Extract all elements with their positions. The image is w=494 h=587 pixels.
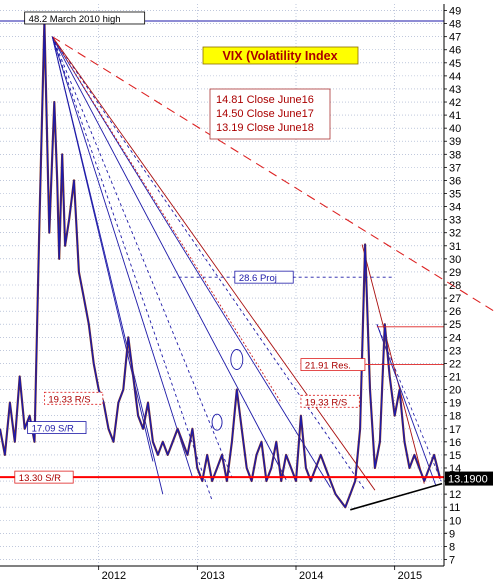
y-tick-label: 43	[449, 84, 461, 96]
y-tick-label: 47	[449, 32, 461, 44]
fan-line	[51, 36, 366, 491]
fan-line	[51, 36, 287, 480]
y-tick-label: 36	[449, 175, 461, 187]
last-value-text: 13.1900	[448, 474, 488, 486]
y-tick-label: 20	[449, 385, 461, 397]
y-tick-label: 7	[449, 554, 455, 566]
y-tick-label: 12	[449, 489, 461, 501]
y-tick-label: 32	[449, 228, 461, 240]
close-note: 13.19 Close June18	[216, 122, 314, 134]
label-proj: 28.6 Proj	[234, 270, 294, 284]
y-tick-label: 30	[449, 254, 461, 266]
annotations: 48.2 March 2010 high 28.6 Proj 21.91 Res. 1…	[0, 11, 444, 484]
close-notes-box	[209, 88, 331, 140]
fan-line	[51, 36, 193, 478]
annotation-box	[24, 11, 146, 25]
y-tick-label: 44	[449, 71, 461, 83]
y-tick-label: 11	[449, 502, 460, 514]
annotation-text: 21.91 Res.	[305, 361, 351, 372]
y-tick-label: 29	[449, 267, 461, 279]
long-trend-line	[52, 36, 494, 312]
y-tick-label: 23	[449, 345, 461, 357]
y-tick-label: 18	[449, 411, 461, 423]
x-tick-label: 2014	[299, 570, 323, 582]
y-tick-label: 45	[449, 58, 461, 70]
highlight-ellipse	[230, 349, 244, 370]
fan-line	[51, 36, 213, 501]
y-tick-label: 26	[449, 306, 461, 318]
annotation-text: 13.30 S/R	[19, 473, 61, 484]
fan-line	[51, 36, 233, 478]
y-tick-label: 27	[449, 293, 461, 305]
annotation-text: 19.33 R/S	[48, 394, 90, 405]
fan-line	[51, 36, 331, 488]
close-notes: 14.81 Close June16 14.50 Close June17 13.1…	[209, 88, 331, 140]
title-box	[202, 46, 359, 65]
price-line	[0, 20, 441, 508]
y-tick-label: 21	[449, 371, 461, 383]
y-tick-label: 34	[449, 202, 461, 214]
x-tick-label: 2015	[398, 570, 422, 582]
annotation-box	[27, 421, 87, 434]
last-value-box	[445, 471, 493, 486]
last-value-tag: 13.1900	[445, 471, 493, 486]
chart-title: VIX (Volatility Index	[202, 46, 359, 65]
rising-support-line	[350, 482, 443, 511]
label-sr-1330: 13.30 S/R	[14, 470, 74, 484]
label-res: 21.91 Res.	[300, 358, 366, 372]
y-tick-label: 24	[449, 332, 461, 344]
y-tick-label: 41	[449, 110, 461, 122]
y-tick-label: 8	[449, 541, 455, 553]
y-tick-label: 39	[449, 136, 461, 148]
annotation-text: 48.2 March 2010 high	[29, 14, 121, 25]
y-tick-label: 33	[449, 215, 461, 227]
annotation-box	[300, 358, 366, 371]
y-tick-label: 35	[449, 189, 461, 201]
annotation-text: 19.33 R/S	[305, 397, 347, 408]
y-tick-label: 10	[449, 515, 461, 527]
annotation-box	[300, 394, 360, 408]
y-tick-label: 38	[449, 149, 461, 161]
y-tick-label: 9	[449, 528, 455, 540]
highlight-ellipse	[211, 413, 223, 431]
y-tick-label: 17	[449, 424, 461, 436]
y-tick-label: 28	[449, 280, 461, 292]
x-tick-label: 2013	[200, 570, 224, 582]
annotation-text: 17.09 S/R	[32, 424, 74, 435]
y-tick-label: 31	[449, 241, 461, 253]
price-series	[0, 19, 442, 509]
title-text: VIX (Volatility Index	[222, 49, 337, 63]
y-tick-label: 49	[449, 6, 461, 18]
close-note: 14.50 Close June17	[216, 108, 314, 120]
y-tick-label: 40	[449, 123, 461, 135]
y-tick-label: 48	[449, 19, 461, 31]
y-tick-label: 22	[449, 358, 461, 370]
annotation-box	[14, 470, 74, 484]
label-sr-1709: 17.09 S/R	[27, 421, 87, 435]
fan-line	[51, 36, 376, 491]
x-tick-label: 2012	[102, 570, 126, 582]
y-tick-label: 15	[449, 450, 461, 462]
annotation-box	[234, 270, 294, 284]
spike-fan-line	[376, 324, 442, 482]
label-march-high: 48.2 March 2010 high	[24, 11, 146, 25]
label-rs-left: 19.33 R/S	[44, 391, 104, 405]
annotation-text: 28.6 Proj	[239, 273, 277, 284]
y-tick-label: 25	[449, 319, 461, 331]
y-tick-label: 16	[449, 437, 461, 449]
y-tick-label: 46	[449, 45, 461, 57]
y-tick-label: 19	[449, 398, 461, 410]
y-tick-label: 37	[449, 162, 461, 174]
y-tick-label: 42	[449, 97, 461, 109]
label-rs-right: 19.33 R/S	[300, 394, 360, 408]
close-note: 14.81 Close June16	[216, 94, 314, 106]
annotation-box	[44, 391, 104, 405]
axes: 7891011121314151617181920212223242526272…	[0, 4, 493, 582]
